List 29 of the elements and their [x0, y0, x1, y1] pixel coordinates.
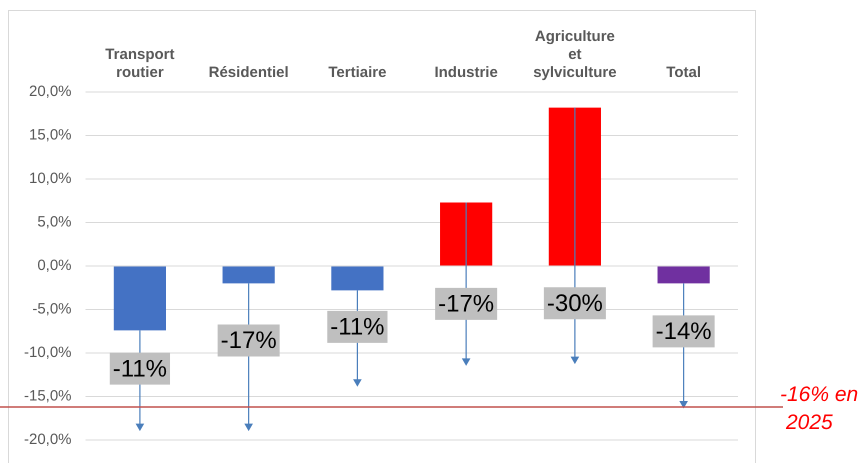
y-tick-label: 20,0% — [28, 83, 72, 100]
annotation: -14% — [656, 318, 712, 346]
y-tick-label: -20,0% — [24, 431, 72, 448]
annotation: -17% — [438, 290, 494, 318]
y-tick-label: 10,0% — [28, 170, 72, 188]
bar — [658, 266, 710, 284]
x-tick-label: Résidentiel — [208, 64, 289, 82]
x-tick-label: Transport routier — [105, 46, 174, 82]
y-tick-label: -15,0% — [24, 388, 72, 405]
y-tick-label: 5,0% — [37, 214, 72, 231]
point — [136, 424, 144, 432]
y-tick-label: 15,0% — [28, 126, 72, 144]
bar — [440, 202, 492, 266]
x-tick-label: Total — [666, 64, 701, 82]
annotation: -17% — [220, 327, 277, 354]
x-tick-label: Agriculture et sylviculture — [533, 28, 617, 82]
point — [244, 424, 253, 432]
x-tick-label: Industrie — [434, 64, 498, 82]
annotation: -30% — [546, 290, 603, 317]
annotation: -11% — [330, 314, 385, 341]
annotation: -11% — [112, 355, 168, 382]
point — [570, 356, 580, 364]
x-tick-label: Tertiaire — [328, 64, 386, 82]
y-tick-label: -5,0% — [32, 300, 72, 318]
bar — [548, 108, 601, 266]
y-tick-label: 0,0% — [37, 257, 72, 274]
point — [353, 379, 362, 387]
ref-line-label: -16% en 2025 — [780, 382, 858, 434]
y-tick-label: -10,0% — [24, 344, 72, 362]
